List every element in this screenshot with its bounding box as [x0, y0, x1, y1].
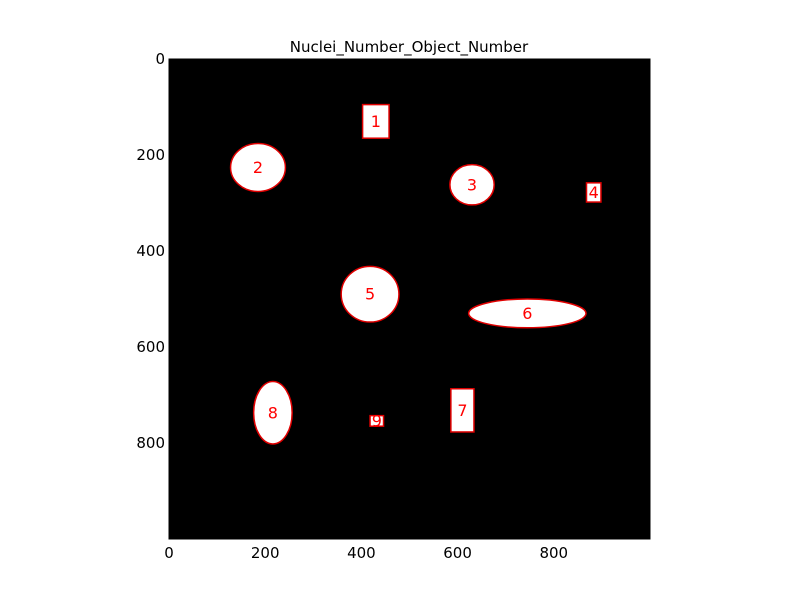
object-label-9: 9 — [372, 411, 382, 430]
object-8 — [252, 380, 293, 445]
objects-layer: 1 2 3 4 5 6 7 8 9 — [229, 103, 602, 445]
object-label-8: 8 — [268, 403, 278, 422]
object-label-5: 5 — [365, 285, 375, 304]
x-tick-label: 200 — [251, 544, 280, 562]
plot-area — [169, 59, 650, 539]
object-1 — [361, 103, 390, 139]
y-tick-label: 200 — [136, 146, 165, 164]
axes-frame — [168, 58, 651, 540]
x-tick-label: 800 — [539, 544, 568, 562]
axes-layer: 0 200 400 600 800 0 200 400 600 800 — [136, 50, 651, 562]
x-tick-label: 600 — [443, 544, 472, 562]
y-tick-label: 0 — [155, 50, 165, 68]
object-2 — [229, 142, 287, 193]
x-tick-label: 400 — [347, 544, 376, 562]
object-4 — [585, 182, 602, 203]
x-tick-label: 0 — [164, 544, 174, 562]
y-tick-label: 600 — [136, 338, 165, 356]
object-label-6: 6 — [522, 304, 532, 323]
object-9 — [369, 414, 385, 427]
object-label-3: 3 — [467, 175, 477, 194]
object-5 — [340, 265, 400, 323]
y-tick-label: 800 — [136, 434, 165, 452]
object-label-2: 2 — [253, 158, 263, 177]
object-7 — [450, 388, 475, 433]
object-label-4: 4 — [589, 183, 599, 202]
y-tick-label: 400 — [136, 242, 165, 260]
object-label-1: 1 — [371, 112, 381, 131]
object-label-7: 7 — [457, 401, 467, 420]
object-6 — [467, 298, 587, 329]
chart-title: Nuclei_Number_Object_Number — [290, 38, 529, 57]
object-3 — [449, 163, 495, 206]
